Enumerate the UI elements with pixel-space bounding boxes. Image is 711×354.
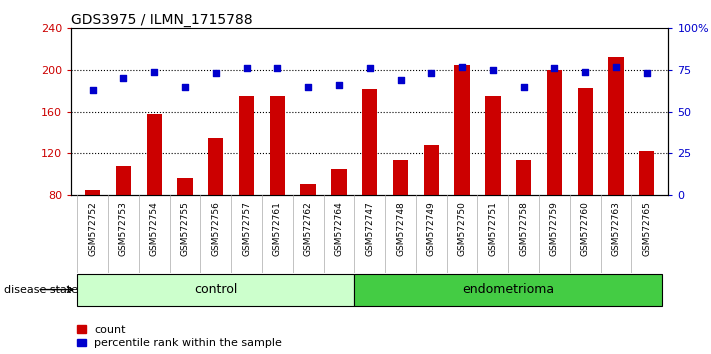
- Text: GSM572755: GSM572755: [181, 201, 190, 256]
- Point: [426, 70, 437, 76]
- Text: disease state: disease state: [4, 285, 77, 295]
- Bar: [454, 65, 470, 195]
- Text: control: control: [194, 283, 237, 296]
- Bar: [516, 160, 531, 195]
- Point: [641, 70, 653, 76]
- Text: GDS3975 / ILMN_1715788: GDS3975 / ILMN_1715788: [71, 13, 252, 27]
- Text: GSM572753: GSM572753: [119, 201, 128, 256]
- Bar: [77, 274, 354, 306]
- Legend: count, percentile rank within the sample: count, percentile rank within the sample: [77, 325, 282, 348]
- Bar: [208, 137, 223, 195]
- Text: GSM572758: GSM572758: [519, 201, 528, 256]
- Text: GSM572748: GSM572748: [396, 201, 405, 256]
- Text: GSM572754: GSM572754: [150, 201, 159, 256]
- Text: GSM572760: GSM572760: [581, 201, 589, 256]
- Text: GSM572762: GSM572762: [304, 201, 313, 256]
- Text: GSM572757: GSM572757: [242, 201, 251, 256]
- Point: [118, 75, 129, 81]
- Point: [610, 64, 621, 69]
- Point: [333, 82, 345, 88]
- Bar: [639, 151, 655, 195]
- Text: endometrioma: endometrioma: [462, 283, 555, 296]
- Bar: [177, 178, 193, 195]
- Bar: [116, 166, 131, 195]
- Bar: [609, 57, 624, 195]
- Point: [272, 65, 283, 71]
- Text: GSM572747: GSM572747: [365, 201, 374, 256]
- Bar: [362, 88, 378, 195]
- Text: GSM572763: GSM572763: [611, 201, 621, 256]
- Bar: [424, 145, 439, 195]
- Text: GSM572752: GSM572752: [88, 201, 97, 256]
- Point: [149, 69, 160, 74]
- Text: GSM572751: GSM572751: [488, 201, 498, 256]
- Bar: [354, 274, 662, 306]
- Bar: [269, 96, 285, 195]
- Bar: [331, 169, 347, 195]
- Text: GSM572750: GSM572750: [458, 201, 466, 256]
- Text: GSM572756: GSM572756: [211, 201, 220, 256]
- Point: [241, 65, 252, 71]
- Bar: [392, 160, 408, 195]
- Point: [518, 84, 529, 89]
- Bar: [547, 70, 562, 195]
- Point: [487, 67, 498, 73]
- Point: [456, 64, 468, 69]
- Point: [579, 69, 591, 74]
- Point: [87, 87, 98, 93]
- Bar: [301, 184, 316, 195]
- Text: GSM572749: GSM572749: [427, 201, 436, 256]
- Text: GSM572764: GSM572764: [334, 201, 343, 256]
- Point: [395, 77, 406, 83]
- Bar: [485, 96, 501, 195]
- Bar: [146, 114, 162, 195]
- Bar: [577, 87, 593, 195]
- Text: GSM572761: GSM572761: [273, 201, 282, 256]
- Point: [549, 65, 560, 71]
- Point: [179, 84, 191, 89]
- Text: GSM572759: GSM572759: [550, 201, 559, 256]
- Point: [210, 70, 222, 76]
- Bar: [85, 189, 100, 195]
- Bar: [239, 96, 255, 195]
- Point: [364, 65, 375, 71]
- Point: [302, 84, 314, 89]
- Text: GSM572765: GSM572765: [642, 201, 651, 256]
